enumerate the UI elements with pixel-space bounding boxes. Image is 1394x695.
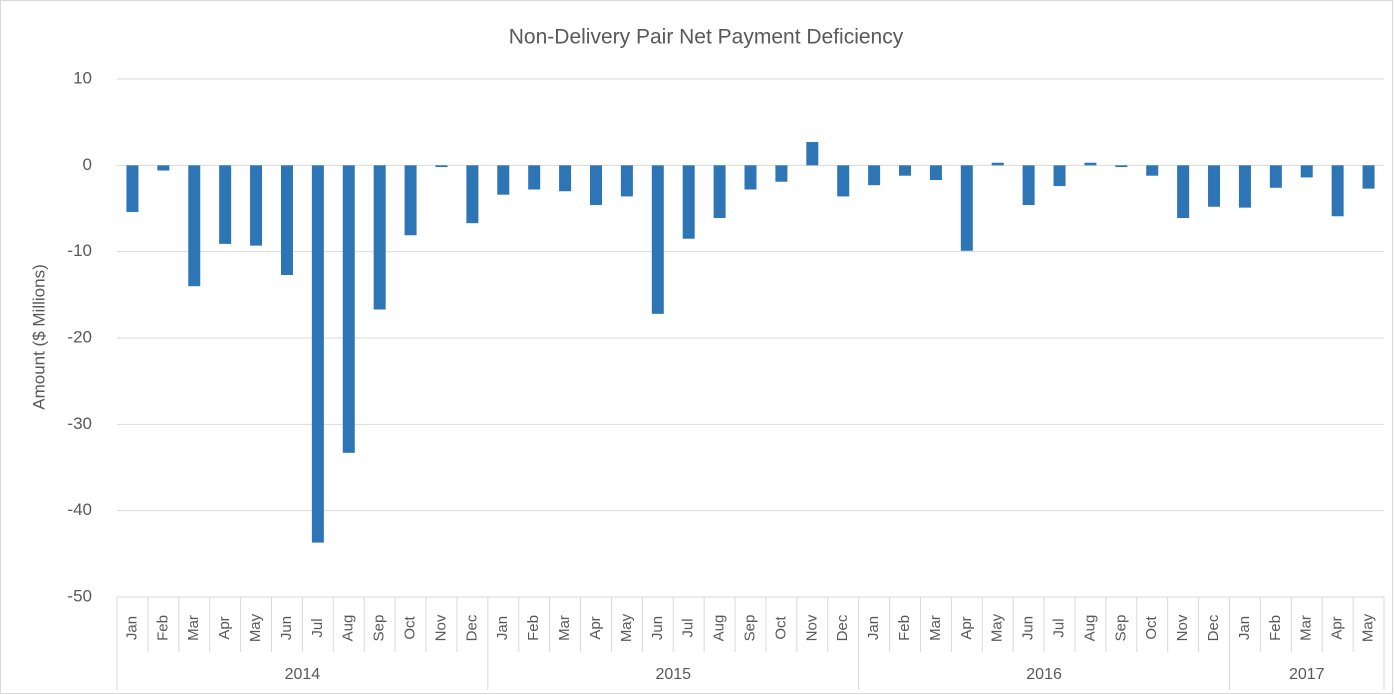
x-tick-label: Sep [371,615,388,642]
x-tick-label: Jun [1020,616,1037,640]
bar [219,165,232,244]
bar [311,165,324,543]
x-tick-label: Aug [1081,615,1098,642]
bar [589,165,602,206]
x-tick-label: Jun [649,616,666,640]
bar [1115,165,1128,168]
x-tick-label: Jan [865,616,882,640]
bar [1269,165,1282,188]
y-tick-label: -50 [67,586,92,605]
x-tick-label: Apr [587,616,604,639]
x-tick-label: Oct [1143,616,1160,640]
chart-title: Non-Delivery Pair Net Payment Deficiency [509,26,904,49]
y-tick-label: -10 [67,241,92,260]
x-tick-label: Dec [834,614,851,641]
bar [373,165,386,310]
x-tick-label: May [618,613,635,642]
x-tick-label: Jul [680,618,697,637]
bar [899,165,912,176]
bar [188,165,201,287]
x-tick-label: Nov [432,614,449,641]
bar [837,165,850,197]
bar [775,165,788,182]
x-tick-label: Jan [494,616,511,640]
group-label: 2014 [285,666,321,683]
x-tick-label: Dec [1205,614,1222,641]
x-tick-label: Oct [402,616,419,640]
bar [1146,165,1159,176]
bar [559,165,572,192]
x-tick-label: Feb [154,615,171,641]
y-tick-label: 0 [83,155,92,174]
x-tick-label: Feb [525,615,542,641]
x-tick-label: Oct [772,616,789,640]
x-tick-label: Feb [1267,615,1284,641]
x-tick-label: Mar [927,615,944,641]
bar [466,165,479,224]
bar [157,165,170,171]
bar [1053,165,1066,187]
x-tick-label: Aug [711,615,728,642]
y-tick-label: -30 [67,414,92,433]
bar [868,165,881,186]
x-tick-label: Apr [1329,616,1346,639]
bar [1084,162,1097,166]
x-tick-label: Sep [741,615,758,642]
bar [713,165,726,218]
x-tick-label: Feb [896,615,913,641]
x-tick-label: May [247,613,264,642]
bar [806,142,819,166]
bar [991,162,1004,166]
x-tick-label: Jan [123,616,140,640]
x-tick-label: Nov [803,614,820,641]
bar [651,165,664,314]
x-tick-label: Aug [340,615,357,642]
bar [528,165,541,190]
bar [960,165,973,251]
x-tick-label: May [1360,613,1377,642]
y-tick-label: 10 [73,68,92,87]
bar [280,165,293,275]
group-label: 2016 [1026,666,1062,683]
bar [126,165,139,212]
group-label: 2017 [1289,666,1325,683]
bar [744,165,757,190]
x-tick-label: May [989,613,1006,642]
bar [497,165,510,195]
bar [250,165,263,246]
bar [1177,165,1190,218]
bar [929,165,942,181]
x-tick-label: Mar [185,615,202,641]
x-tick-label: Jun [278,616,295,640]
x-tick-label: Jul [309,618,326,637]
bar [1300,165,1313,178]
x-tick-label: Mar [556,615,573,641]
x-tick-label: Jul [1050,618,1067,637]
x-tick-label: Sep [1112,615,1129,642]
bar [620,165,633,197]
bar [1208,165,1221,207]
y-tick-label: -40 [67,500,92,519]
x-tick-label: Jan [1236,616,1253,640]
bar [1362,165,1375,189]
x-tick-label: Apr [216,616,233,639]
x-tick-label: Apr [958,616,975,639]
x-tick-label: Dec [463,614,480,641]
bar [1022,165,1035,206]
x-tick-label: Mar [1298,615,1315,641]
x-tick-label: Nov [1174,614,1191,641]
bar [342,165,355,453]
y-tick-label: -20 [67,327,92,346]
group-label: 2015 [655,666,691,683]
bar [404,165,417,236]
y-axis-label: Amount ($ Millions) [29,264,48,410]
bar [682,165,695,239]
bar [1331,165,1344,217]
bar [1238,165,1251,208]
bar [435,165,448,168]
